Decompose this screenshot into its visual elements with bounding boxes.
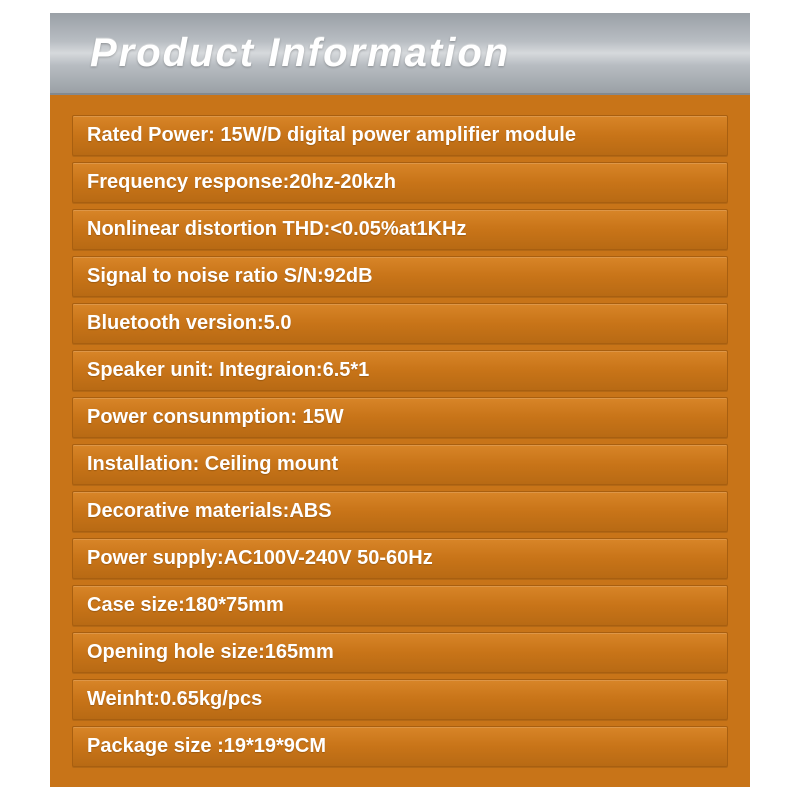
spec-text: Installation: Ceiling mount <box>87 453 338 476</box>
spec-text: Weinht:0.65kg/pcs <box>87 688 262 711</box>
spec-text: Signal to noise ratio S/N:92dB <box>87 265 373 288</box>
product-info-card: Product Information Rated Power: 15W/D d… <box>50 13 750 787</box>
spec-text: Nonlinear distortion THD:<0.05%at1KHz <box>87 218 467 241</box>
spec-row: Opening hole size:165mm <box>72 632 728 673</box>
spec-row: Power supply:AC100V-240V 50-60Hz <box>72 538 728 579</box>
spec-row: Power consunmption: 15W <box>72 397 728 438</box>
card-title: Product Information <box>90 31 510 76</box>
spec-row: Case size:180*75mm <box>72 585 728 626</box>
spec-text: Opening hole size:165mm <box>87 641 334 664</box>
spec-row: Rated Power: 15W/D digital power amplifi… <box>72 115 728 156</box>
spec-text: Power consunmption: 15W <box>87 406 344 429</box>
spec-row: Nonlinear distortion THD:<0.05%at1KHz <box>72 209 728 250</box>
spec-text: Bluetooth version:5.0 <box>87 312 291 335</box>
spec-text: Case size:180*75mm <box>87 594 284 617</box>
spec-text: Package size :19*19*9CM <box>87 735 326 758</box>
spec-row: Frequency response:20hz-20kzh <box>72 162 728 203</box>
spec-rows: Rated Power: 15W/D digital power amplifi… <box>50 95 750 767</box>
spec-text: Frequency response:20hz-20kzh <box>87 171 396 194</box>
spec-row: Signal to noise ratio S/N:92dB <box>72 256 728 297</box>
spec-row: Package size :19*19*9CM <box>72 726 728 767</box>
spec-row: Installation: Ceiling mount <box>72 444 728 485</box>
spec-row: Weinht:0.65kg/pcs <box>72 679 728 720</box>
spec-text: Rated Power: 15W/D digital power amplifi… <box>87 124 576 147</box>
spec-text: Speaker unit: Integraion:6.5*1 <box>87 359 369 382</box>
card-header: Product Information <box>50 13 750 95</box>
spec-row: Bluetooth version:5.0 <box>72 303 728 344</box>
spec-text: Decorative materials:ABS <box>87 500 332 523</box>
spec-row: Speaker unit: Integraion:6.5*1 <box>72 350 728 391</box>
spec-text: Power supply:AC100V-240V 50-60Hz <box>87 547 433 570</box>
spec-row: Decorative materials:ABS <box>72 491 728 532</box>
